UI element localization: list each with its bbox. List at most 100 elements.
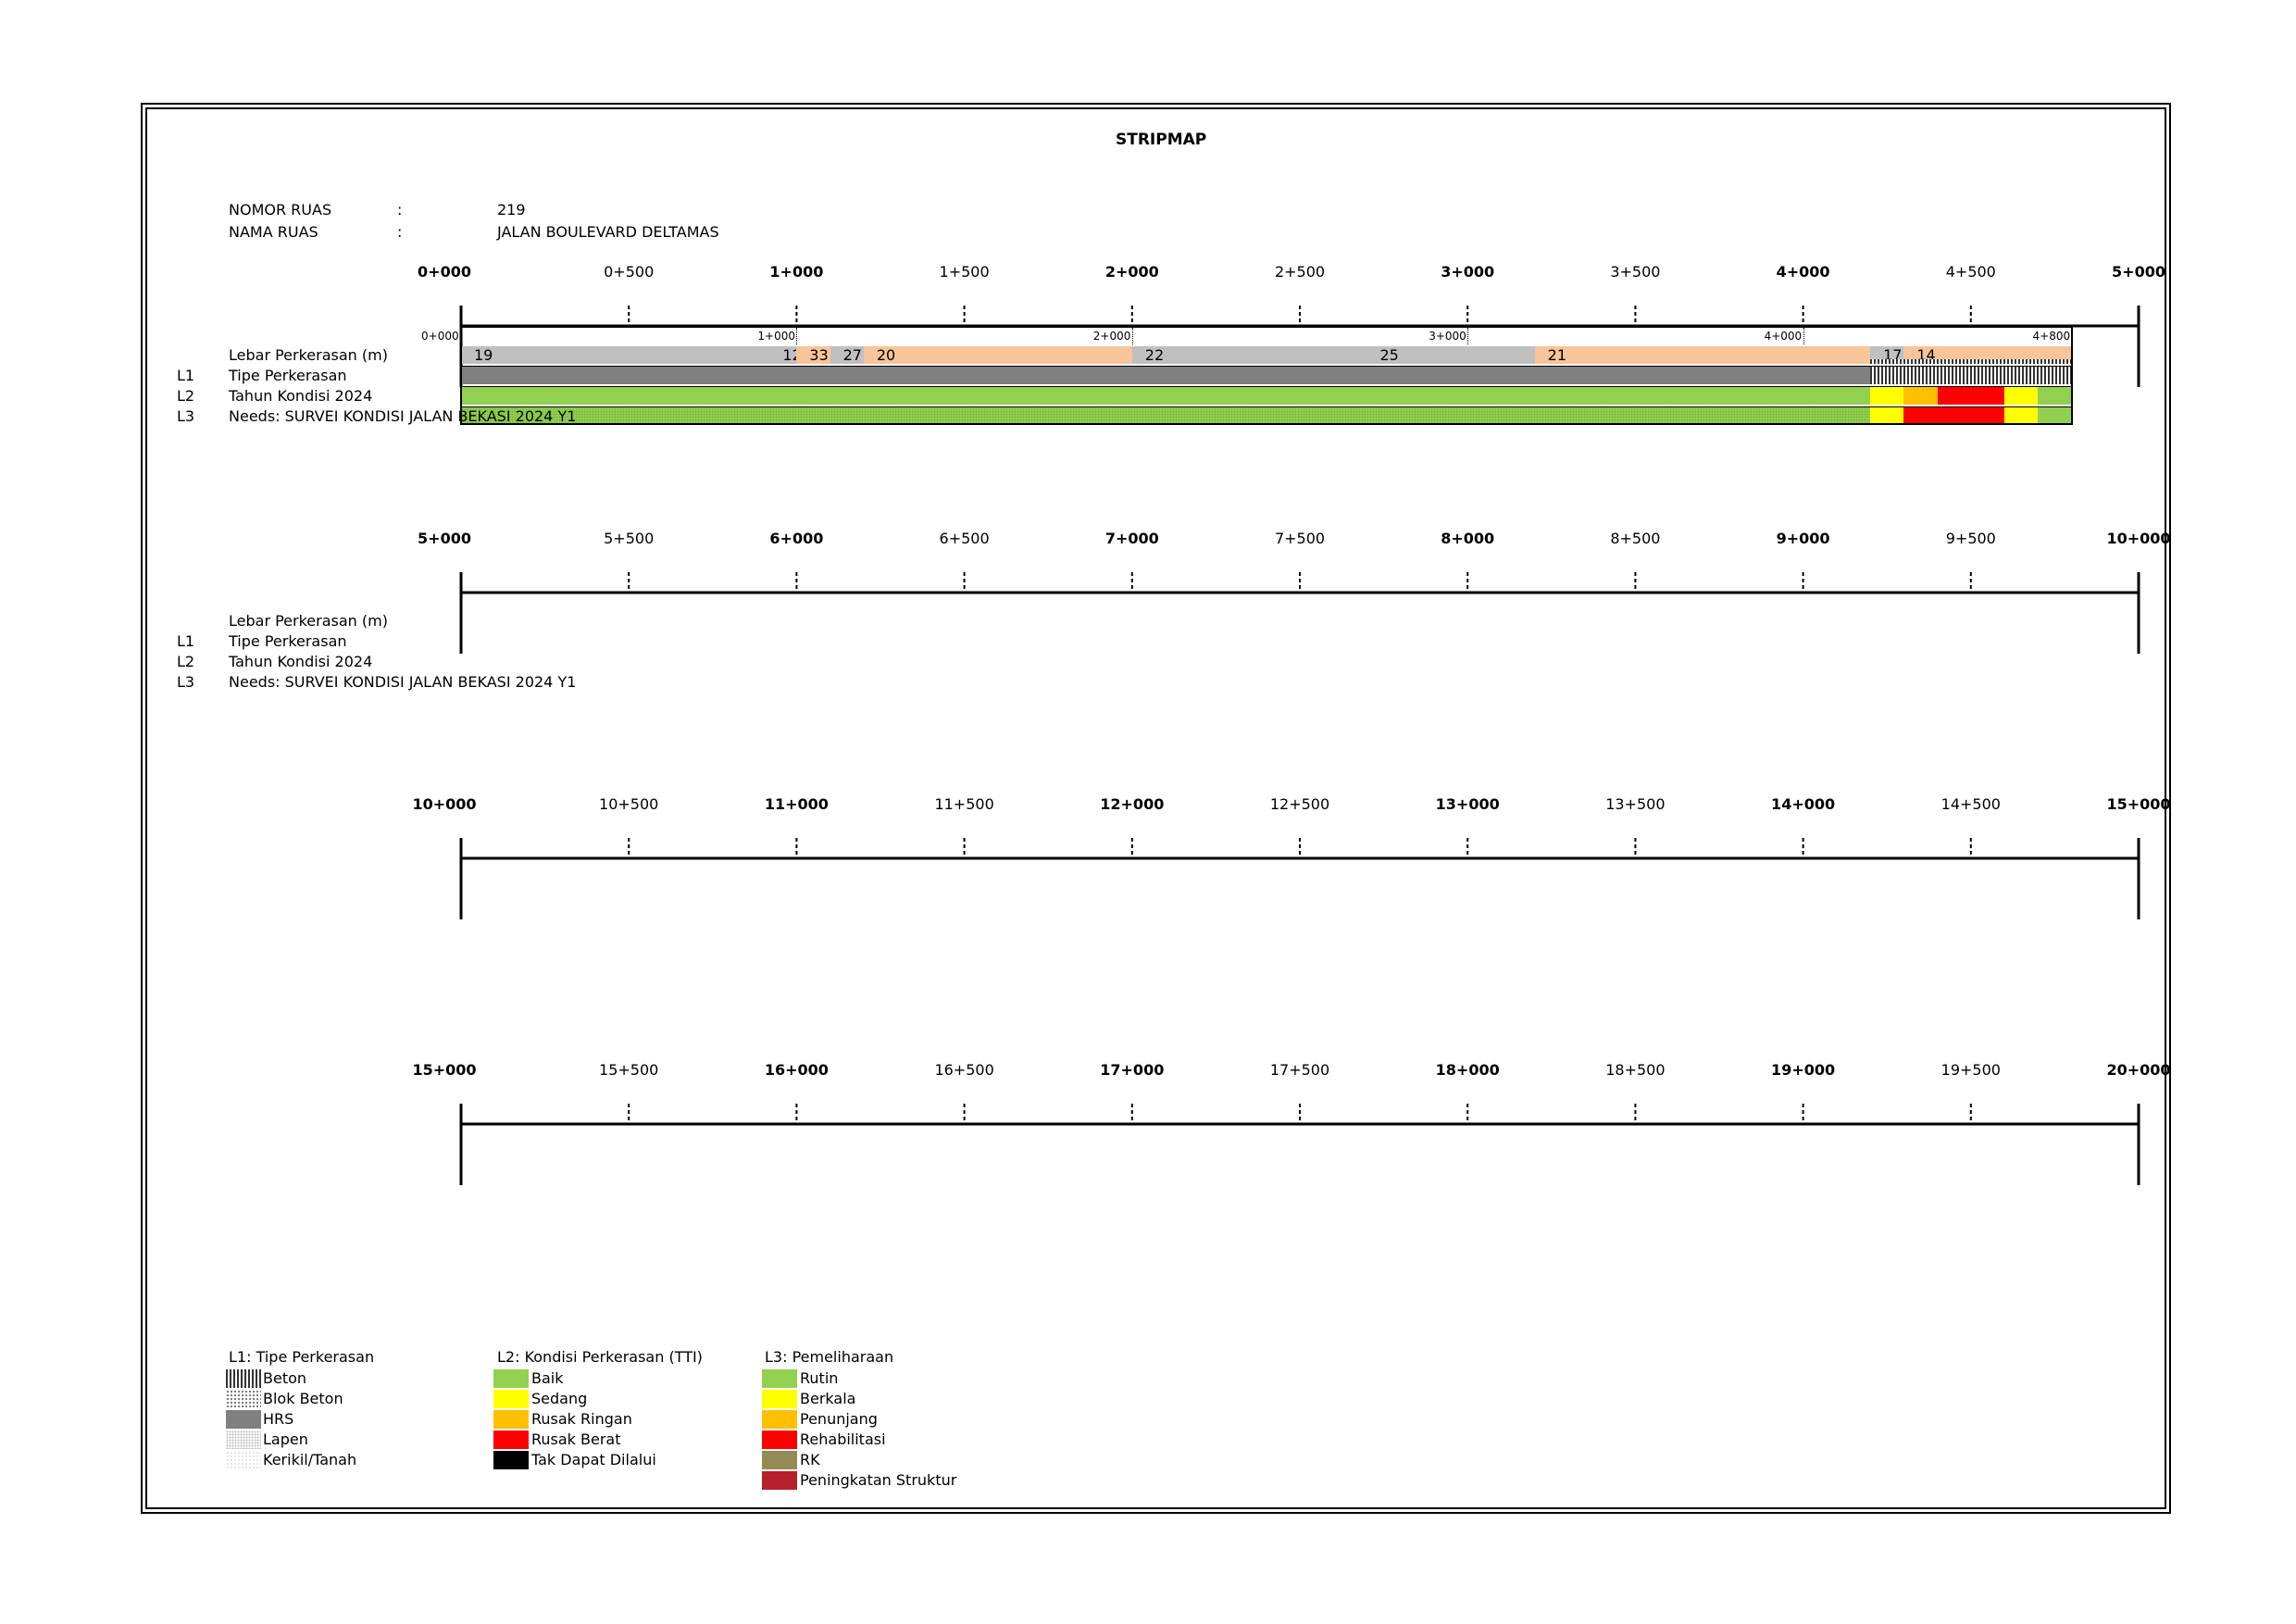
l2-segment	[1903, 387, 1938, 405]
l3-label: Needs: SURVEI KONDISI JALAN BEKASI 2024 …	[229, 407, 577, 425]
legend-item-sedang: Sedang	[531, 1390, 588, 1407]
segment-marker-line	[2071, 328, 2073, 344]
km-label: 11+500	[934, 795, 994, 813]
km-label: 13+000	[1435, 795, 1500, 813]
legend-item-rk: RK	[800, 1451, 820, 1468]
row-separator	[461, 366, 2072, 367]
legend-swatch-sedang	[493, 1390, 529, 1408]
km-label: 17+000	[1100, 1061, 1165, 1079]
km-label: 5+500	[604, 530, 655, 547]
km-label: 12+000	[1100, 795, 1165, 813]
nama-ruas-value: JALAN BOULEVARD DELTAMAS	[497, 223, 719, 241]
legend-l1-title: L1: Tipe Perkerasan	[229, 1348, 375, 1366]
l3-code: L3	[177, 407, 195, 425]
legend-l3-title: L3: Pemeliharaan	[765, 1348, 894, 1366]
segment-marker-label: 4+800	[2032, 330, 2071, 343]
km-label: 15+000	[2106, 795, 2171, 813]
km-label: 3+000	[1441, 263, 1495, 281]
legend-item-baik: Baik	[531, 1369, 564, 1387]
l1-label: Tipe Perkerasan	[229, 367, 347, 384]
lebar-beton-overlay	[1870, 359, 2072, 364]
nomor-ruas-value: 219	[497, 201, 526, 219]
lebar-segment	[830, 346, 864, 364]
lebar-segment-label: 19	[474, 346, 493, 364]
l2-label: Tahun Kondisi 2024	[229, 653, 373, 670]
km-label: 7+500	[1274, 530, 1326, 547]
km-label: 3+500	[1610, 263, 1661, 281]
legend-item-hrs: HRS	[263, 1410, 294, 1428]
legend-swatch-beton	[226, 1369, 261, 1388]
page-title: STRIPMAP	[1116, 131, 1207, 149]
l3-segment	[1870, 407, 1904, 425]
l1-label: Tipe Perkerasan	[229, 632, 347, 650]
page-frame-inner	[145, 107, 2166, 1509]
km-label: 12+500	[1269, 795, 1330, 813]
l2-segment	[1937, 387, 2005, 405]
l3-code: L3	[177, 673, 195, 691]
km-label: 5+000	[2112, 263, 2165, 281]
legend-swatch-tak-dapat-dilalui	[493, 1451, 529, 1469]
legend-item-rutin: Rutin	[800, 1369, 839, 1387]
km-label: 10+000	[412, 795, 477, 813]
km-label: 1+500	[939, 263, 990, 281]
segment-marker-label: 0+000	[421, 330, 459, 343]
segment-marker-line	[1131, 328, 1133, 344]
km-label: 16+000	[764, 1061, 829, 1079]
km-label: 6+000	[769, 530, 824, 547]
km-label: 6+500	[939, 530, 990, 547]
segment-marker-line	[1467, 328, 1469, 344]
l1-code: L1	[177, 632, 195, 650]
km-label: 19+000	[1771, 1061, 1836, 1079]
lebar-segment-label: 27	[842, 346, 862, 364]
legend-item-blok-beton: Blok Beton	[263, 1390, 343, 1407]
lebar-segment-label: 22	[1144, 346, 1165, 364]
legend-item-rusak-ringan: Rusak Ringan	[531, 1410, 632, 1428]
km-label: 18+000	[1435, 1061, 1500, 1079]
km-label: 5+000	[418, 530, 471, 547]
segment-marker-line	[1803, 328, 1804, 344]
lebar-segment	[1131, 346, 1535, 364]
legend-swatch-peningkatan-struktur	[762, 1471, 797, 1490]
legend-swatch-berkala	[762, 1390, 797, 1408]
segment-marker-label: 3+000	[1429, 330, 1466, 343]
km-label: 0+500	[604, 263, 655, 281]
legend-item-berkala: Berkala	[800, 1390, 856, 1407]
lebar-segment	[461, 346, 770, 364]
legend-swatch-rutin	[762, 1369, 797, 1388]
segment-marker-label: 4+000	[1764, 330, 1803, 343]
segment-marker-line	[796, 328, 798, 344]
l3-label: Needs: SURVEI KONDISI JALAN BEKASI 2024 …	[229, 673, 577, 691]
row-separator	[461, 406, 2072, 407]
lebar-segment	[863, 346, 1132, 364]
legend-swatch-rehabilitasi	[762, 1430, 797, 1449]
km-label: 10+500	[599, 795, 659, 813]
lebar-segment	[796, 346, 830, 364]
legend-item-peningkatan-struktur: Peningkatan Struktur	[800, 1471, 957, 1489]
l2-segment	[2038, 387, 2072, 405]
legend-swatch-penunjang	[762, 1410, 797, 1429]
km-label: 20+000	[2106, 1061, 2171, 1079]
nama-ruas-separator: :	[397, 223, 403, 241]
km-label: 4+000	[1776, 263, 1830, 281]
l1-segment-hrs	[461, 367, 1871, 384]
km-label: 2+000	[1104, 263, 1159, 281]
nomor-ruas-label: NOMOR RUAS	[229, 201, 332, 219]
legend-swatch-rusak-berat	[493, 1430, 529, 1449]
km-label: 4+500	[1945, 263, 1996, 281]
nomor-ruas-separator: :	[397, 201, 403, 219]
km-label: 10+000	[2106, 530, 2171, 547]
legend-swatch-blok-beton	[226, 1390, 261, 1408]
lebar-segment	[1534, 346, 1871, 364]
segment-marker-label: 1+000	[757, 330, 795, 343]
l2-segment	[1870, 387, 1904, 405]
legend-swatch-rusak-ringan	[493, 1410, 529, 1429]
km-label: 9+500	[1945, 530, 1996, 547]
l3-segment	[2004, 407, 2039, 425]
km-label: 14+000	[1771, 795, 1836, 813]
km-label: 15+000	[412, 1061, 477, 1079]
legend-item-rehabilitasi: Rehabilitasi	[800, 1430, 886, 1448]
l2-segment	[461, 387, 1871, 405]
lebar-segment-label: 25	[1379, 346, 1399, 364]
km-label: 14+500	[1940, 795, 2001, 813]
